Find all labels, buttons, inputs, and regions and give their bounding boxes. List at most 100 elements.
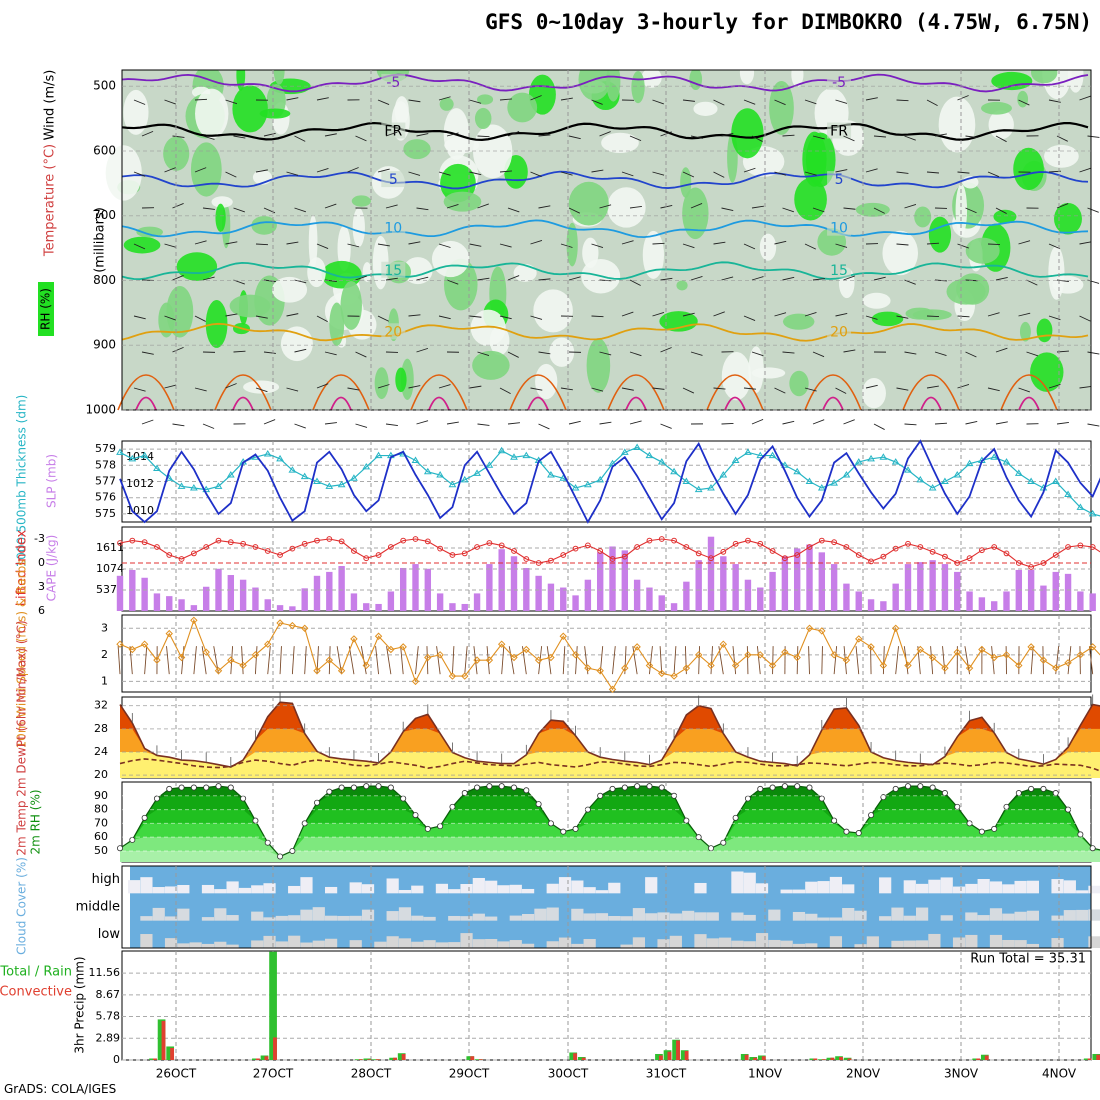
li-point-21 xyxy=(375,552,382,558)
wind10-point-53 xyxy=(768,661,777,670)
wind-barb-112 xyxy=(629,205,642,209)
wind10-point-66 xyxy=(928,653,937,662)
rh-point-32 xyxy=(510,784,517,791)
wind10-point-28 xyxy=(461,672,469,680)
wind10-point-1 xyxy=(128,645,137,654)
cloud-low-cell-12 xyxy=(275,941,288,948)
precip-conv-bar-112 xyxy=(1096,1054,1100,1060)
rh-patch-54 xyxy=(862,292,891,309)
wind10-barb-27 xyxy=(451,646,455,675)
rh-point-26 xyxy=(437,823,444,830)
rh-patch-56 xyxy=(642,230,665,279)
cloud-low-cell-32 xyxy=(522,943,535,948)
wind-barb-290 xyxy=(202,423,215,429)
wind-barb-36 xyxy=(263,132,276,137)
rh-point-42 xyxy=(634,783,641,790)
wind10-label: 10m Wind Speed (m/s) & Barbs xyxy=(15,560,29,749)
rh-patch-117 xyxy=(1044,144,1079,168)
prec-tick-8.67: 8.67 xyxy=(96,988,121,1001)
wind10-point-65 xyxy=(916,645,925,654)
wind10-point-73 xyxy=(1015,661,1023,670)
wind-barb-69 xyxy=(286,171,299,176)
thickness-point-1 xyxy=(128,454,137,462)
li-point-41 xyxy=(621,553,628,560)
x-tick-bottom-3NOV: 3NOV xyxy=(944,1067,979,1081)
rh-band-42 xyxy=(120,850,1100,862)
li-point-64 xyxy=(905,540,911,547)
rh-patch-130 xyxy=(871,311,904,327)
wind-barb-203 xyxy=(469,315,482,318)
cloud-mid-cell-33 xyxy=(534,908,547,921)
li-point-58 xyxy=(831,539,838,546)
cloud-mid-cell-52 xyxy=(768,909,781,921)
cloud-low-cell-67 xyxy=(952,937,966,948)
wind10-barb-42 xyxy=(632,646,638,675)
wind10-point-27 xyxy=(448,672,457,680)
li-point-12 xyxy=(264,548,271,554)
isotherm-label-bg-FR-0 xyxy=(381,122,406,139)
wind-barb-182 xyxy=(812,278,825,281)
wind10-barb-16 xyxy=(316,646,319,675)
cape-bar-9 xyxy=(227,575,235,611)
rh-point-63 xyxy=(892,785,899,792)
wind-barb-89 xyxy=(896,171,909,174)
thickness-point-60 xyxy=(854,458,863,465)
rh-point-65 xyxy=(917,783,924,790)
cape-bar-11 xyxy=(252,587,259,611)
wind10-point-22 xyxy=(387,645,395,654)
li-point-72 xyxy=(1003,550,1010,557)
cloud-mid-cell-38 xyxy=(595,913,609,921)
cape-bar-60 xyxy=(855,591,862,611)
wind-barb-298 xyxy=(446,421,459,425)
wind10-point-2 xyxy=(140,640,149,648)
wind10-point-70 xyxy=(978,645,986,654)
wind-barb-179 xyxy=(721,276,734,281)
precip-conv-bar-98 xyxy=(976,1058,981,1060)
isotherm-label-bg--5-0 xyxy=(381,73,406,90)
li-point-68 xyxy=(954,560,961,566)
wind-barb-8 xyxy=(377,99,390,106)
wind-barb-12 xyxy=(499,98,512,101)
x-tick-bottom-27OCT: 27OCT xyxy=(253,1067,294,1081)
wind-barb-177 xyxy=(660,277,673,281)
wind10-point-0 xyxy=(116,640,124,648)
wind-barb-315 xyxy=(965,421,978,425)
wind-barb-149 xyxy=(774,240,787,245)
x-tick-bottom-28OCT: 28OCT xyxy=(351,1067,392,1081)
wind-barb-276 xyxy=(743,387,756,390)
rh-point-36 xyxy=(560,828,567,835)
cape-bar-50 xyxy=(732,564,739,611)
wind10-point-16 xyxy=(313,667,321,675)
wind-barb-132 xyxy=(255,243,269,246)
wind-barb-87 xyxy=(835,169,848,173)
wind-barb-314 xyxy=(934,422,948,425)
wind-barb-32 xyxy=(141,130,154,137)
li-point-18 xyxy=(338,538,345,545)
thickness-point-25 xyxy=(423,467,432,475)
wind10-barb-56 xyxy=(808,646,810,675)
cloud-high-cell-0 xyxy=(128,880,141,894)
wind-barb-233 xyxy=(416,347,429,353)
wind-barb-204 xyxy=(499,315,512,320)
cloud-row-middle: middle xyxy=(76,900,120,915)
rh-patch-135 xyxy=(782,313,815,330)
rh-patch-59 xyxy=(993,209,1017,224)
wind10-point-5 xyxy=(177,653,186,662)
cloud-high-cell-25 xyxy=(435,883,449,894)
cloud-low-cell-34 xyxy=(546,941,559,948)
wind10-point-14 xyxy=(288,621,297,630)
precip-conv-bar-30 xyxy=(393,1057,397,1060)
wind-barb-17 xyxy=(652,99,664,105)
rh-point-75 xyxy=(1040,785,1047,792)
wind-barb-2 xyxy=(194,98,208,101)
rh-patch-32 xyxy=(607,187,646,228)
isotherm-label-bg-FR-1 xyxy=(827,122,852,139)
precip-conv-bar-15 xyxy=(264,1056,269,1060)
wind-barb-106 xyxy=(446,203,459,209)
cloud-low-cell-73 xyxy=(1026,943,1040,948)
precip-total-bar-3 xyxy=(157,1019,166,1060)
isotherm-label-bg-15-1 xyxy=(827,261,852,278)
wind10-barb-67 xyxy=(942,646,946,675)
precip-conv-bar-52 xyxy=(581,1057,586,1060)
